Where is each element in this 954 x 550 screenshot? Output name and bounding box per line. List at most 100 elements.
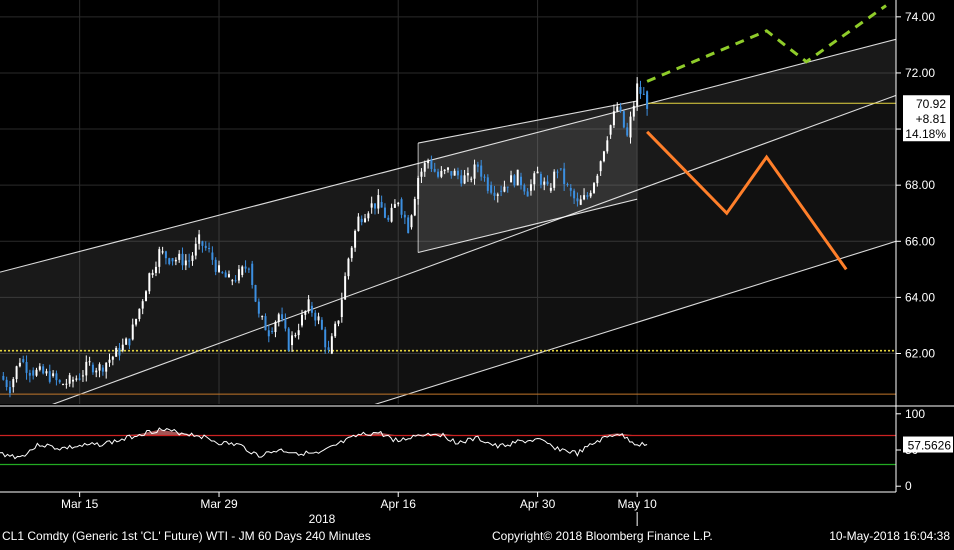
channel-line-inner-upper — [418, 100, 638, 144]
candle-body — [184, 260, 187, 266]
candle-body — [510, 175, 513, 183]
candle-body — [5, 379, 8, 388]
candle-body — [456, 170, 459, 176]
candle-body — [52, 373, 55, 376]
candle-body — [576, 198, 579, 202]
candle-body — [68, 375, 71, 384]
candle-body — [98, 364, 101, 371]
y-axis: 74.0072.0070.0068.0066.0064.0062.0010050… — [896, 10, 935, 493]
candle-body — [261, 316, 264, 318]
candle-body — [476, 164, 479, 167]
candle-body — [622, 111, 625, 128]
candle-body — [543, 181, 546, 185]
candle-body — [473, 164, 476, 179]
candle-body — [486, 177, 489, 191]
candle-body — [81, 375, 84, 377]
candle-body — [314, 312, 317, 321]
candle-body — [523, 185, 526, 192]
candle-body — [171, 258, 174, 262]
candle-body — [28, 372, 31, 376]
y-tick-label: 72.00 — [905, 66, 935, 80]
candle-body — [91, 364, 94, 373]
candle-body — [128, 338, 131, 346]
candle-body — [244, 266, 247, 269]
rsi-overbought-fill — [0, 429, 648, 436]
candle-body — [496, 194, 499, 196]
candle-body — [231, 280, 234, 282]
candle-body — [304, 311, 307, 315]
candle-body — [629, 116, 632, 138]
candle-body — [407, 217, 410, 234]
candle-body — [151, 272, 154, 275]
candle-body — [460, 175, 463, 184]
price-gridlines — [0, 0, 896, 404]
candle-body — [433, 168, 436, 172]
candle-body — [115, 347, 118, 357]
candle-body — [12, 379, 15, 388]
candle-body — [533, 173, 536, 185]
candle-body — [25, 362, 28, 373]
candle-body — [383, 207, 386, 218]
candle-body — [546, 181, 549, 185]
candle-body — [413, 199, 416, 216]
channel-fills — [0, 39, 896, 404]
candle-body — [148, 273, 151, 292]
candle-body — [357, 216, 360, 231]
channel-upper-band — [0, 39, 896, 404]
candle-body — [593, 183, 596, 193]
candle-body — [410, 215, 413, 228]
footer-security: CL1 Comdty (Generic 1st 'CL' Future) WTI… — [2, 529, 371, 543]
candle-body — [164, 251, 167, 259]
candle-body — [463, 175, 466, 184]
candle-body — [317, 316, 320, 321]
candle-body — [324, 329, 327, 348]
candle-body — [271, 331, 274, 333]
candle-body — [400, 199, 403, 215]
candle-body — [161, 251, 164, 253]
candle-body — [168, 258, 171, 264]
candle-body — [218, 265, 221, 272]
candle-body — [118, 347, 121, 356]
candle-body — [612, 111, 615, 126]
rsi-series — [0, 427, 648, 460]
candle-body — [297, 330, 300, 336]
candle-body — [536, 171, 539, 174]
y-tick-label: 64.00 — [905, 290, 935, 304]
candle-body — [291, 335, 294, 346]
rsi-level-lines — [0, 434, 896, 466]
candle-body — [111, 356, 114, 360]
candle-body — [397, 202, 400, 205]
candle-body — [300, 314, 303, 326]
candle-body — [583, 195, 586, 200]
rsi-panel — [0, 427, 896, 466]
candle-body — [573, 190, 576, 199]
candle-body — [38, 366, 41, 370]
rsi-line — [0, 427, 648, 460]
candle-body — [417, 177, 420, 200]
candle-body — [221, 272, 224, 274]
candle-body — [606, 140, 609, 152]
candle-body — [55, 373, 58, 381]
candle-body — [204, 245, 207, 248]
candle-body — [483, 176, 486, 178]
bearish-path — [646, 130, 848, 271]
panel-frame — [0, 0, 954, 493]
candle-body — [470, 178, 473, 180]
candle-body — [264, 316, 267, 331]
candle-body — [241, 266, 244, 275]
candle-body — [364, 218, 367, 223]
candle-body — [178, 253, 181, 260]
candle-body — [237, 269, 240, 281]
price-panel — [0, 0, 896, 404]
footer-copyright: Copyright© 2018 Bloomberg Finance L.P. — [492, 529, 713, 543]
candle-body — [121, 344, 124, 351]
candle-body — [642, 93, 645, 95]
x-tick-label: Apr 30 — [520, 497, 556, 511]
candle-body — [430, 159, 433, 169]
candle-body — [393, 204, 396, 208]
candle-body — [105, 362, 108, 372]
candle-body — [8, 387, 11, 394]
candle-body — [22, 359, 25, 363]
candle-body — [334, 323, 337, 337]
candle-body — [340, 299, 343, 318]
